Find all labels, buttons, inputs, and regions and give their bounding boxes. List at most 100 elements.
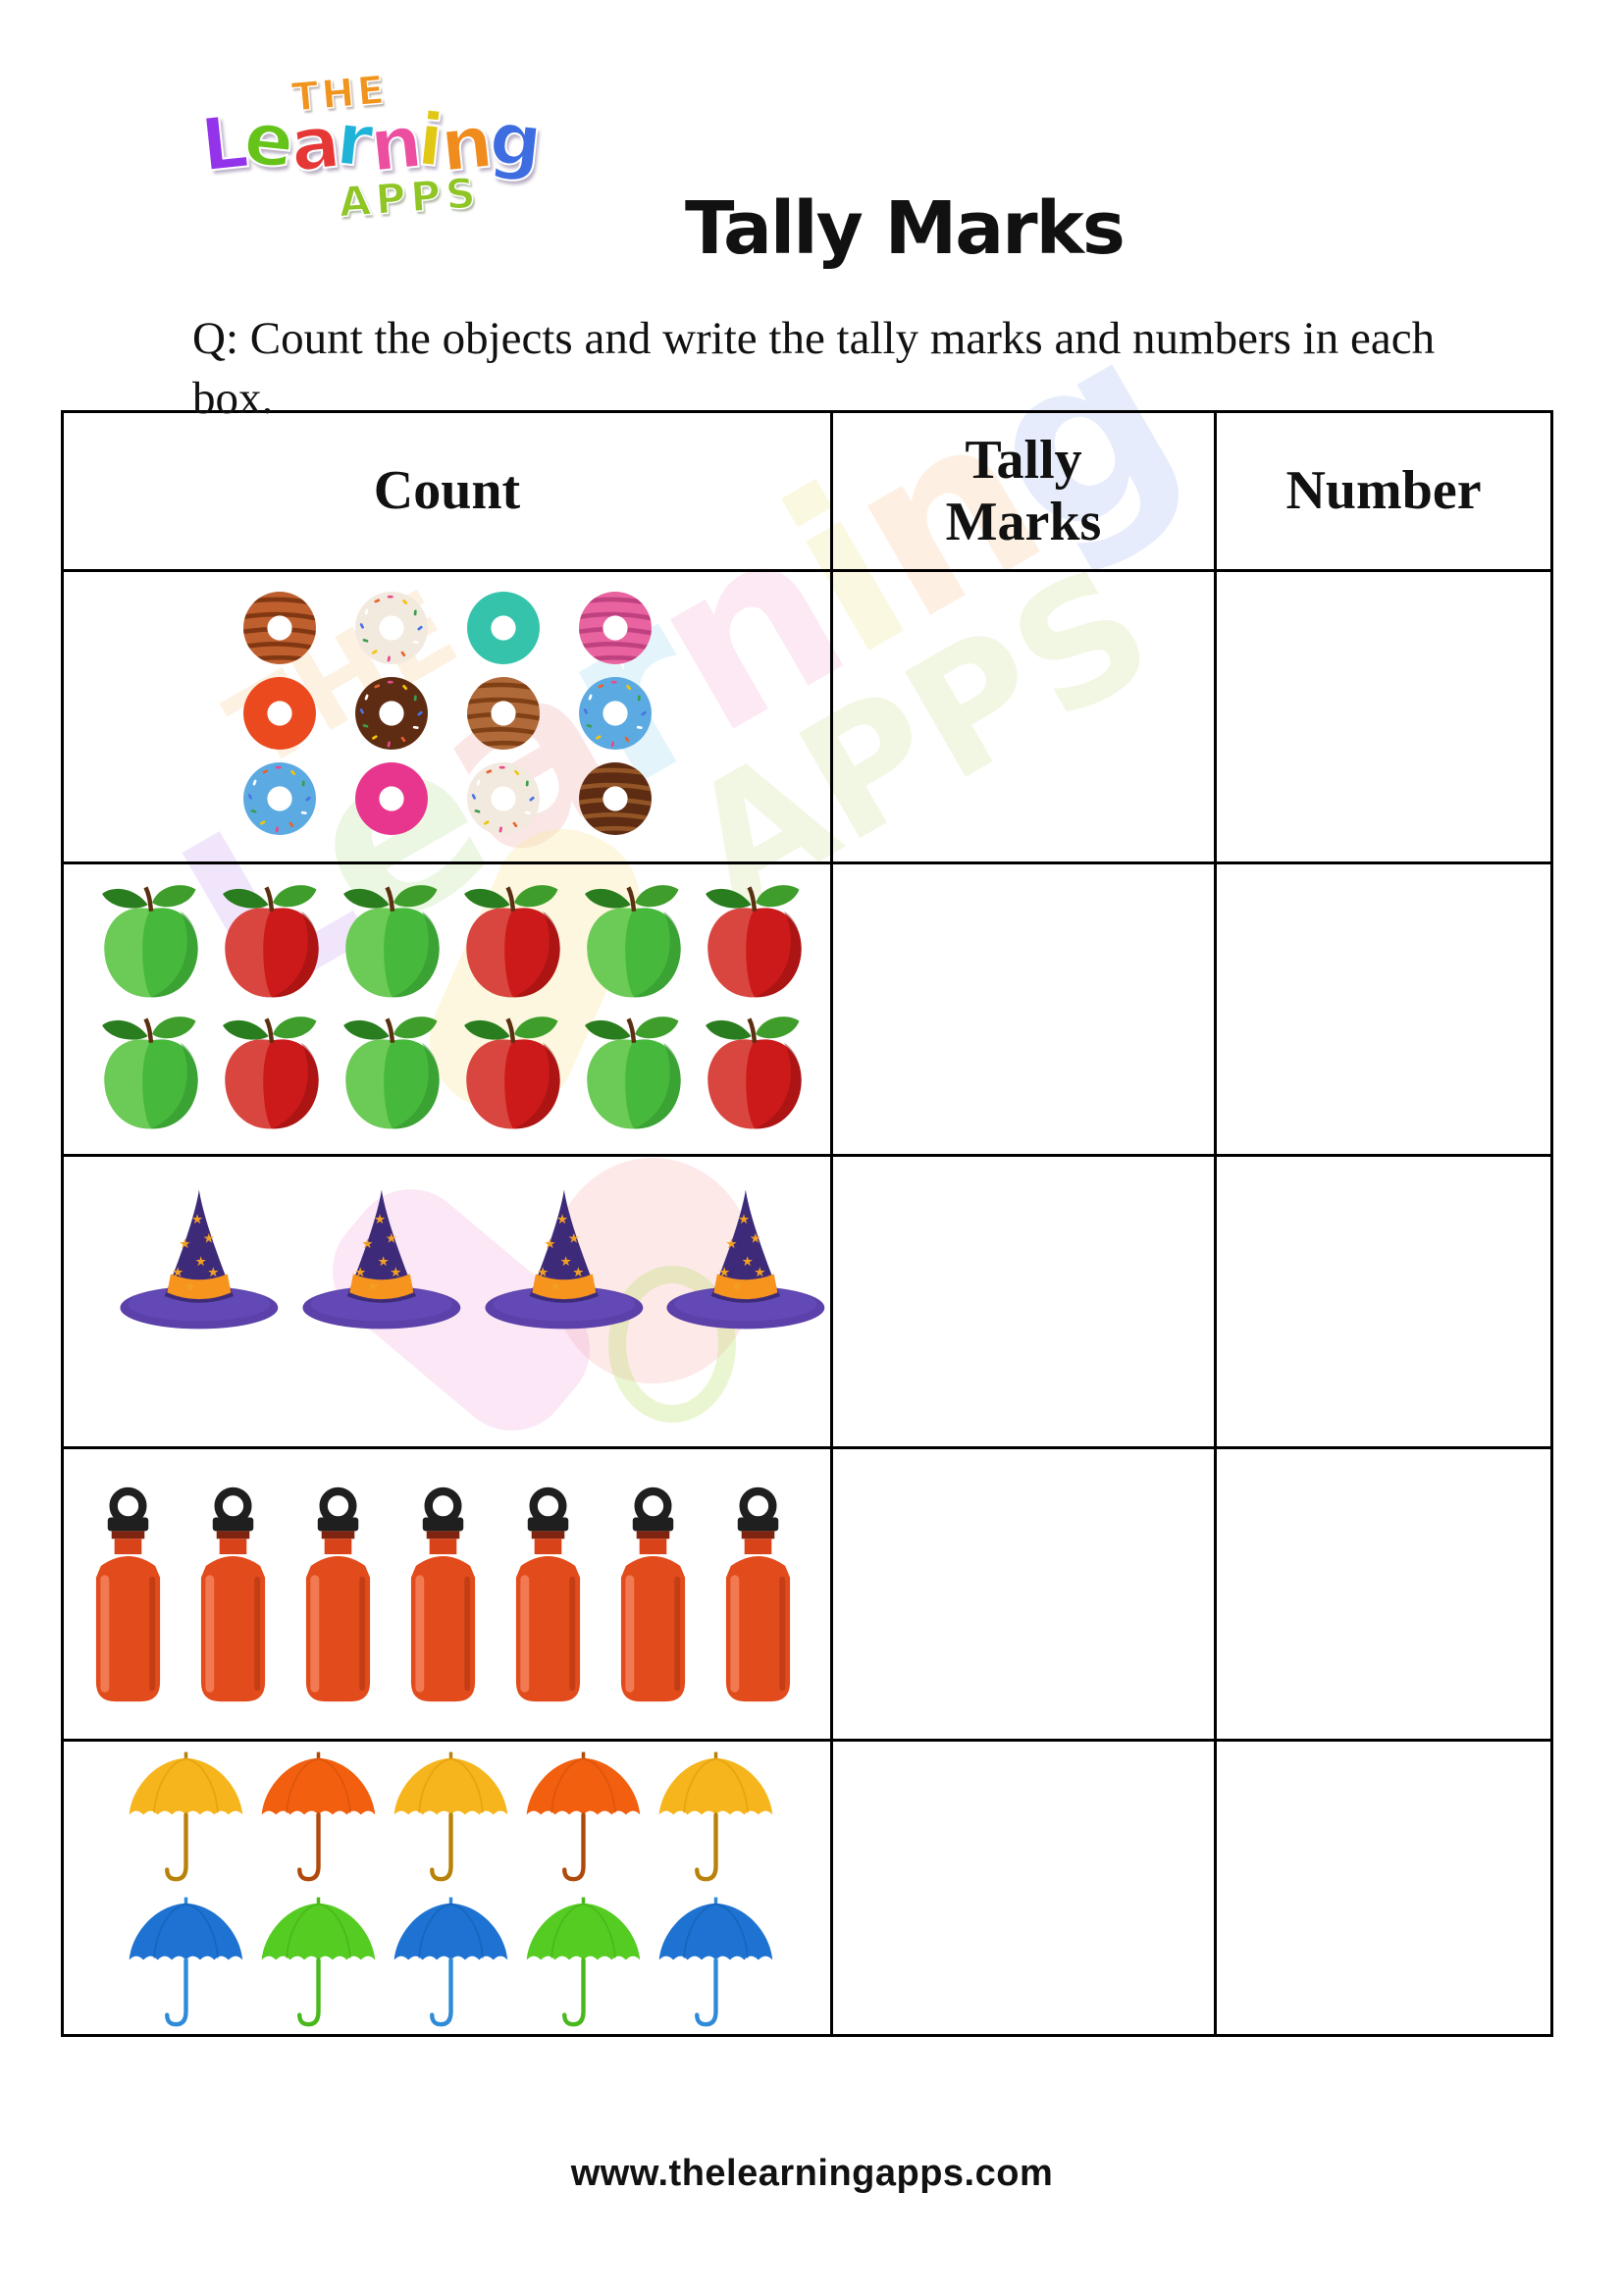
donut-object — [350, 757, 433, 840]
svg-text:★: ★ — [184, 1279, 196, 1294]
umbrella-group — [64, 1742, 830, 2034]
apple-group — [64, 864, 830, 1154]
donut-row — [238, 757, 656, 840]
witch-hat-object: ★ ★ ★ ★ ★ ★ ★ — [480, 1182, 649, 1335]
tally-input-cell-donuts[interactable] — [833, 572, 1217, 864]
apple-row — [91, 1010, 830, 1141]
green-apple-object — [91, 1010, 211, 1141]
red-apple-object — [453, 1010, 573, 1141]
worksheet-table: Count Tally Marks Number — [61, 410, 1553, 2037]
witch-hat-group: ★ ★ ★ ★ ★ ★ ★ ★ ★ ★ ★ ★ ★ ★ ★ ★ ★ ★ ★ ★ ★ ★ ★ ★ ★ ★ ★ ★ — [64, 1157, 830, 1446]
logo-letter: g — [484, 95, 544, 186]
umbrella-row — [121, 1749, 830, 1887]
green-apple-object — [574, 878, 694, 1010]
number-input-cell-apples[interactable] — [1217, 864, 1550, 1157]
witch-hat-object: ★ ★ ★ ★ ★ ★ ★ — [115, 1182, 284, 1335]
svg-text:★: ★ — [537, 1265, 549, 1279]
water-bottle-object — [396, 1483, 491, 1710]
number-input-cell-umbrellas[interactable] — [1217, 1742, 1550, 2034]
svg-text:★: ★ — [367, 1279, 379, 1294]
svg-text:★: ★ — [555, 1212, 567, 1226]
yellow-umbrella-object — [386, 1749, 516, 1887]
yellow-umbrella-object — [121, 1749, 251, 1887]
svg-text:★: ★ — [559, 1254, 571, 1269]
svg-text:★: ★ — [354, 1265, 366, 1279]
svg-text:★: ★ — [195, 1254, 207, 1269]
svg-text:★: ★ — [207, 1265, 219, 1279]
svg-text:★: ★ — [544, 1236, 555, 1251]
footer-url: www.thelearningapps.com — [570, 2153, 1054, 2194]
svg-text:★: ★ — [718, 1265, 730, 1279]
donut-object — [574, 672, 656, 755]
svg-text:★: ★ — [731, 1279, 743, 1294]
svg-text:★: ★ — [755, 1265, 766, 1279]
water-bottle-object — [711, 1483, 806, 1710]
tally-input-cell-bottles[interactable] — [833, 1449, 1217, 1742]
red-apple-object — [695, 878, 814, 1010]
page-title: Tally Marks — [685, 185, 1126, 271]
red-apple-object — [695, 1010, 814, 1141]
count-cell-donuts — [64, 572, 833, 864]
svg-text:★: ★ — [726, 1236, 738, 1251]
donut-object — [238, 672, 321, 755]
water-bottle-object — [186, 1483, 281, 1710]
question-text: Q: Count the objects and write the tally… — [192, 313, 1436, 425]
witch-hat-object: ★ ★ ★ ★ ★ ★ ★ — [661, 1182, 830, 1335]
svg-text:★: ★ — [361, 1236, 373, 1251]
red-apple-object — [212, 1010, 332, 1141]
green-apple-object — [91, 878, 211, 1010]
count-cell-witch-hats: ★ ★ ★ ★ ★ ★ ★ ★ ★ ★ ★ ★ ★ ★ ★ ★ ★ ★ ★ ★ ★ ★ ★ ★ ★ ★ ★ ★ — [64, 1157, 833, 1449]
number-input-cell-donuts[interactable] — [1217, 572, 1550, 864]
bottle-group — [64, 1449, 830, 1739]
witch-hat-object: ★ ★ ★ ★ ★ ★ ★ — [297, 1182, 466, 1335]
tally-input-cell-apples[interactable] — [833, 864, 1217, 1157]
apple-row — [91, 878, 830, 1010]
svg-text:★: ★ — [374, 1212, 386, 1226]
header-count: Count — [64, 413, 833, 572]
svg-text:★: ★ — [742, 1254, 754, 1269]
svg-text:★: ★ — [191, 1212, 203, 1226]
svg-text:★: ★ — [549, 1279, 560, 1294]
donut-group — [64, 572, 830, 861]
green-umbrella-object — [518, 1895, 649, 2032]
water-bottle-object — [606, 1483, 701, 1710]
witch-hat-row: ★ ★ ★ ★ ★ ★ ★ ★ ★ ★ ★ ★ ★ ★ ★ ★ ★ ★ ★ ★ ★ ★ ★ ★ ★ ★ ★ ★ — [115, 1182, 830, 1335]
tally-input-cell-witch-hats[interactable] — [833, 1157, 1217, 1449]
number-input-cell-bottles[interactable] — [1217, 1449, 1550, 1742]
donut-object — [574, 587, 656, 669]
count-cell-bottles — [64, 1449, 833, 1742]
green-apple-object — [333, 878, 452, 1010]
count-cell-umbrellas — [64, 1742, 833, 2034]
bottle-row — [81, 1483, 830, 1710]
svg-text:★: ★ — [738, 1212, 750, 1226]
orange-umbrella-object — [518, 1749, 649, 1887]
header-tally-marks: Tally Marks — [833, 413, 1217, 572]
donut-row — [238, 587, 656, 669]
number-input-cell-witch-hats[interactable] — [1217, 1157, 1550, 1449]
donut-object — [462, 757, 545, 840]
orange-umbrella-object — [253, 1749, 384, 1887]
blue-umbrella-object — [651, 1895, 781, 2032]
water-bottle-object — [81, 1483, 176, 1710]
count-cell-apples — [64, 864, 833, 1157]
green-apple-object — [333, 1010, 452, 1141]
donut-object — [238, 757, 321, 840]
red-apple-object — [212, 878, 332, 1010]
svg-text:★: ★ — [377, 1254, 389, 1269]
umbrella-row — [121, 1895, 830, 2032]
tally-input-cell-umbrellas[interactable] — [833, 1742, 1217, 2034]
donut-object — [462, 587, 545, 669]
svg-text:★: ★ — [172, 1265, 183, 1279]
svg-text:★: ★ — [567, 1231, 579, 1246]
svg-text:★: ★ — [179, 1236, 190, 1251]
blue-umbrella-object — [386, 1895, 516, 2032]
donut-object — [350, 587, 433, 669]
yellow-umbrella-object — [651, 1749, 781, 1887]
red-apple-object — [453, 878, 573, 1010]
water-bottle-object — [501, 1483, 596, 1710]
donut-object — [350, 672, 433, 755]
donut-row — [238, 672, 656, 755]
header-number: Number — [1217, 413, 1550, 572]
